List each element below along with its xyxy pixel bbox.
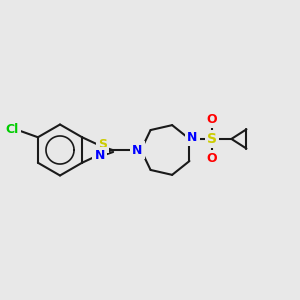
Text: N: N [187,131,198,144]
Text: S: S [207,132,217,146]
Text: N: N [94,149,105,162]
Text: O: O [207,113,217,126]
Text: O: O [207,152,217,165]
Text: S: S [98,138,107,151]
Text: Cl: Cl [6,123,19,136]
Text: N: N [132,143,142,157]
